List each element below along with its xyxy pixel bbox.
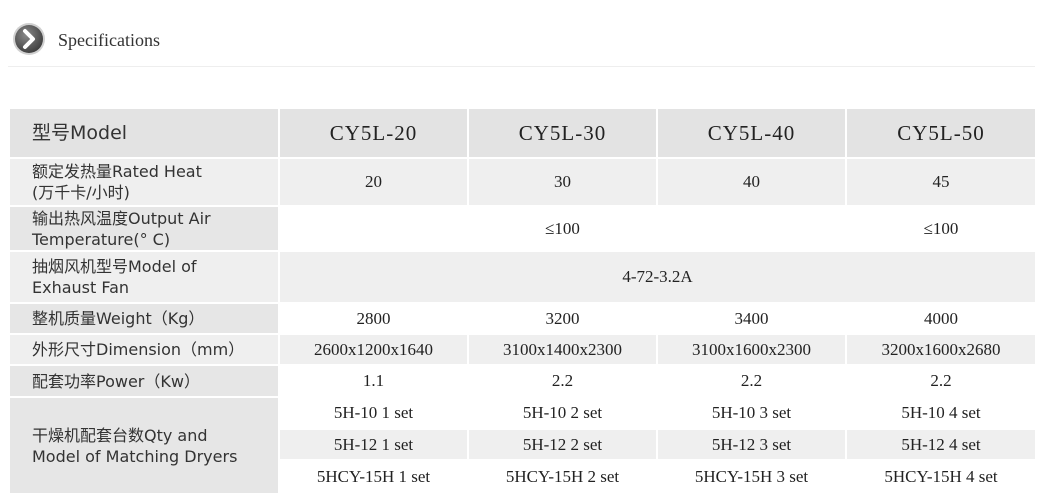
table-row: 输出热风温度Output Air Temperature(° C) ≤100 ≤100 xyxy=(8,205,1037,252)
spec-body: 型号Model CY5L-20 CY5L-30 CY5L-40 CY5L-50 额定发热量… xyxy=(8,107,1037,495)
table-cell: 5HCY-15H 1 set xyxy=(278,459,469,495)
table-cell: 3200 xyxy=(467,302,658,335)
section-header: Specifications xyxy=(0,0,1047,70)
row-label: 输出热风温度Output Air Temperature(° C) xyxy=(8,205,280,252)
table-row: 干燥机配套台数Qty and Model of Matching Dryers 5H… xyxy=(8,396,1037,495)
row-label: 抽烟风机型号Model of Exhaust Fan xyxy=(8,250,280,304)
label-line: 抽烟风机型号Model of xyxy=(32,257,197,276)
label-line: 干燥机配套台数Qty and xyxy=(32,425,208,445)
table-row: 整机质量Weight（Kg） 2800 3200 3400 4000 xyxy=(8,302,1037,335)
table-cell: 3100x1400x2300 xyxy=(467,333,658,366)
label-line: Exhaust Fan xyxy=(32,278,130,297)
table-cell: 3200x1600x2680 xyxy=(845,333,1037,366)
table-row: 5HCY-15H 1 set 5HCY-15H 2 set 5HCY-15H 3 s… xyxy=(9,459,1037,495)
label-line: (万千卡/小时) xyxy=(32,183,130,202)
table-cell: 5H-12 3 set xyxy=(656,428,847,461)
row-label: 干燥机配套台数Qty and Model of Matching Dryers xyxy=(8,396,280,495)
label-line: 整机质量Weight（Kg） xyxy=(32,309,205,328)
column-header: CY5L-30 xyxy=(467,107,658,159)
table-cell: 30 xyxy=(467,157,658,207)
table-cell: 1.1 xyxy=(278,364,469,398)
table-cell: 2.2 xyxy=(845,364,1037,398)
table-row: 配套功率Power（Kw） 1.1 2.2 2.2 2.2 xyxy=(8,364,1037,398)
label-line: 配套功率Power（Kw） xyxy=(32,371,200,391)
spec-table: 型号Model CY5L-20 CY5L-30 CY5L-40 CY5L-50 额定发热量… xyxy=(8,107,1037,495)
table-cell: 2800 xyxy=(278,302,469,335)
table-cell: 40 xyxy=(656,157,847,207)
table-cell: 20 xyxy=(278,157,469,207)
section-title: Specifications xyxy=(58,30,160,50)
label-line: 额定发热量Rated Heat xyxy=(32,162,202,181)
divider xyxy=(8,66,1035,67)
table-row: 5H-12 1 set 5H-12 2 set 5H-12 3 set 5H-12 4… xyxy=(9,428,1037,461)
table-cell: 45 xyxy=(845,157,1037,207)
label-line: 外形尺寸Dimension（mm） xyxy=(32,340,245,359)
row-label: 型号Model xyxy=(8,107,280,159)
table-row: 抽烟风机型号Model of Exhaust Fan 4-72-3.2A xyxy=(8,250,1037,304)
table-cell: ≤100 xyxy=(845,205,1037,252)
row-label: 整机质量Weight（Kg） xyxy=(8,302,280,335)
column-header: CY5L-40 xyxy=(656,107,847,159)
table-cell: 5H-12 4 set xyxy=(845,428,1037,461)
table-cell: 2.2 xyxy=(467,364,658,398)
table-row: 外形尺寸Dimension（mm） 2600x1200x1640 3100x1400… xyxy=(8,333,1037,366)
table-cell: 5HCY-15H 4 set xyxy=(845,459,1037,495)
table-row: 额定发热量Rated Heat (万千卡/小时) 20 30 40 45 xyxy=(8,157,1037,207)
table-cell: 5HCY-15H 2 set xyxy=(467,459,658,495)
table-row: 型号Model CY5L-20 CY5L-30 CY5L-40 CY5L-50 xyxy=(8,107,1037,159)
table-cell: 4-72-3.2A xyxy=(278,250,1037,304)
label-line: Temperature(° C) xyxy=(32,229,171,249)
table-cell: 5H-12 2 set xyxy=(467,428,658,461)
table-cell: 5HCY-15H 3 set xyxy=(656,459,847,495)
label-line: 型号Model xyxy=(32,121,128,144)
table-cell: 2600x1200x1640 xyxy=(278,333,469,366)
table-cell: 5H-10 4 set xyxy=(845,396,1037,430)
table-cell: 2.2 xyxy=(656,364,847,398)
column-header: CY5L-50 xyxy=(845,107,1037,159)
table-cell: 5H-10 3 set xyxy=(656,396,847,430)
table-cell: 5H-12 1 set xyxy=(278,428,469,461)
row-label: 外形尺寸Dimension（mm） xyxy=(8,333,280,366)
table-cell: 3100x1600x2300 xyxy=(656,333,847,366)
column-header: CY5L-20 xyxy=(278,107,469,159)
label-line: Model of Matching Dryers xyxy=(32,446,238,466)
row-label: 额定发热量Rated Heat (万千卡/小时) xyxy=(8,157,280,207)
table-cell: 4000 xyxy=(845,302,1037,335)
row-label: 配套功率Power（Kw） xyxy=(8,364,280,398)
table-cell: ≤100 xyxy=(278,205,847,252)
table-cell: 5H-10 2 set xyxy=(467,396,658,430)
section-icon xyxy=(13,23,45,55)
table-cell: 5H-10 1 set xyxy=(278,396,469,430)
label-line: 输出热风温度Output Air xyxy=(32,208,211,228)
table-cell: 3400 xyxy=(656,302,847,335)
